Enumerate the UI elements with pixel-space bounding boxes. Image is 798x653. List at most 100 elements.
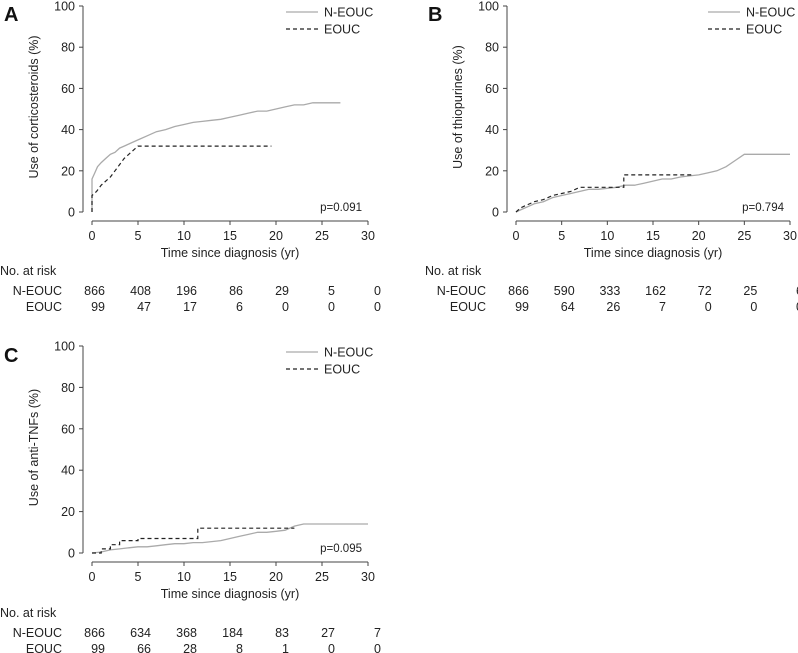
risk-count: 28 [183,642,197,653]
x-tick-label: 25 [737,229,751,243]
risk-count: 866 [84,284,105,298]
risk-count: 7 [659,300,666,314]
risk-count: 25 [743,284,757,298]
x-tick-label: 10 [177,229,191,243]
x-axis-title: Time since diagnosis (yr) [584,246,722,260]
risk-count: 8 [236,642,243,653]
x-tick-label: 10 [600,229,614,243]
risk-count: 6 [796,284,798,298]
series-eouc-line [92,527,295,554]
y-tick-label: 100 [54,0,75,14]
panel-letter: A [4,4,18,26]
y-tick-label: 0 [68,547,75,561]
x-tick-label: 30 [361,570,375,584]
risk-count: 99 [91,300,105,314]
risk-count: 0 [328,300,335,314]
y-tick-label: 60 [61,422,75,436]
x-tick-label: 20 [269,229,283,243]
risk-count: 99 [515,300,529,314]
x-axis-title: Time since diagnosis (yr) [161,587,299,601]
x-tick-label: 25 [315,229,329,243]
risk-count: 0 [750,300,757,314]
x-tick-label: 0 [513,229,520,243]
risk-count: 590 [554,284,575,298]
risk-count: 866 [84,626,105,640]
y-tick-label: 20 [61,505,75,519]
y-tick-label: 100 [478,0,499,14]
x-axis-title: Time since diagnosis (yr) [161,246,299,260]
risk-count: 0 [328,642,335,653]
y-tick-label: 0 [492,206,499,220]
legend-label-eouc: EOUC [324,363,360,377]
risk-count: 866 [508,284,529,298]
risk-count: 66 [137,642,151,653]
risk-count: 86 [229,284,243,298]
legend-label-n-eouc: N-EOUC [746,6,795,20]
risk-row-label: N-EOUC [13,284,62,298]
risk-count: 64 [561,300,575,314]
series-n-eouc-line [91,523,368,554]
risk-count: 17 [183,300,197,314]
legend-label-n-eouc: N-EOUC [324,346,373,360]
y-tick-label: 20 [61,164,75,178]
x-tick-label: 5 [135,229,142,243]
risk-count: 83 [275,626,289,640]
risk-count: 0 [705,300,712,314]
risk-row-label: N-EOUC [437,284,486,298]
risk-count: 0 [796,300,798,314]
risk-count: 26 [606,300,620,314]
y-axis-title: Use of corticosteroids (%) [27,35,41,178]
risk-count: 408 [130,284,151,298]
risk-count: 29 [275,284,289,298]
risk-count: 0 [374,300,381,314]
risk-count: 72 [698,284,712,298]
risk-count: 0 [374,284,381,298]
y-tick-label: 40 [61,464,75,478]
x-tick-label: 20 [269,570,283,584]
x-tick-label: 5 [135,570,142,584]
x-tick-label: 0 [89,229,96,243]
y-tick-label: 80 [485,41,499,55]
risk-count: 162 [645,284,666,298]
risk-row-label: N-EOUC [13,626,62,640]
panel-letter: C [4,345,18,367]
x-tick-label: 25 [315,570,329,584]
legend-label-eouc: EOUC [324,23,360,37]
x-tick-label: 10 [177,570,191,584]
risk-table-heading: No. at risk [425,264,482,278]
y-tick-label: 80 [61,381,75,395]
y-tick-label: 40 [61,123,75,137]
x-tick-label: 15 [646,229,660,243]
risk-count: 0 [282,300,289,314]
risk-row-label: EOUC [26,300,62,314]
x-tick-label: 5 [558,229,565,243]
p-value: p=0.091 [320,202,362,214]
series-n-eouc-line [515,153,790,213]
risk-count: 184 [222,626,243,640]
risk-count: 196 [176,284,197,298]
risk-count: 7 [374,626,381,640]
x-tick-label: 0 [89,570,96,584]
y-tick-label: 0 [68,206,75,220]
legend-label-eouc: EOUC [746,23,782,37]
risk-count: 1 [282,642,289,653]
y-axis-title: Use of thiopurines (%) [451,45,465,169]
y-tick-label: 60 [61,82,75,96]
risk-count: 99 [91,642,105,653]
y-tick-label: 100 [54,340,75,354]
risk-count: 333 [599,284,620,298]
y-tick-label: 20 [485,164,499,178]
y-tick-label: 40 [485,123,499,137]
risk-table-heading: No. at risk [0,264,57,278]
risk-count: 6 [236,300,243,314]
x-tick-label: 20 [692,229,706,243]
risk-count: 368 [176,626,197,640]
legend-label-n-eouc: N-EOUC [324,6,373,20]
risk-count: 634 [130,626,151,640]
risk-row-label: EOUC [450,300,486,314]
risk-count: 0 [374,642,381,653]
